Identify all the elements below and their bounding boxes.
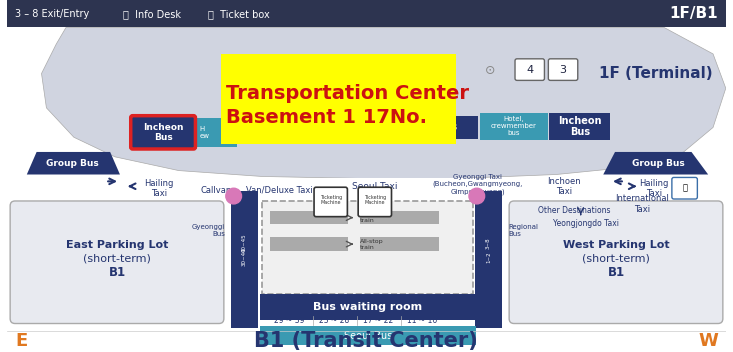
Circle shape: [469, 188, 485, 204]
FancyBboxPatch shape: [479, 113, 548, 140]
FancyBboxPatch shape: [262, 201, 473, 294]
FancyBboxPatch shape: [515, 59, 545, 80]
Text: ⊙: ⊙: [485, 64, 496, 77]
Text: International
Taxi: International Taxi: [616, 194, 669, 214]
Text: Yeongjongdo Taxi: Yeongjongdo Taxi: [553, 219, 619, 228]
FancyBboxPatch shape: [260, 294, 476, 320]
Text: Bus waiting room: Bus waiting room: [314, 302, 422, 312]
Text: Basement 1 17No.: Basement 1 17No.: [226, 108, 427, 127]
Text: H
ew: H ew: [199, 126, 210, 139]
Text: All-stop
train: All-stop train: [360, 239, 384, 250]
Text: 11 ~ 16: 11 ~ 16: [407, 316, 437, 325]
Text: E: E: [15, 332, 27, 350]
Text: (short-term): (short-term): [83, 254, 151, 264]
Text: Incheon
Bus: Incheon Bus: [143, 122, 183, 142]
Circle shape: [226, 188, 241, 204]
Polygon shape: [603, 152, 708, 175]
Text: Seoul Taxi: Seoul Taxi: [352, 182, 397, 191]
FancyBboxPatch shape: [196, 118, 237, 147]
Text: Hotel,
crewmember
bus: Hotel, crewmember bus: [491, 117, 537, 137]
Text: 1F (Terminal): 1F (Terminal): [600, 66, 713, 81]
Text: Other Destinations: Other Destinations: [537, 206, 610, 215]
FancyBboxPatch shape: [221, 54, 456, 144]
FancyBboxPatch shape: [260, 326, 476, 346]
Text: 1F/B1: 1F/B1: [669, 6, 718, 21]
Text: Group Bus: Group Bus: [45, 159, 98, 168]
FancyBboxPatch shape: [358, 187, 391, 216]
FancyBboxPatch shape: [549, 113, 610, 140]
Text: Group Bus: Group Bus: [632, 159, 685, 168]
FancyBboxPatch shape: [231, 191, 258, 328]
Text: Ⓕ  Ticket box: Ⓕ Ticket box: [208, 9, 270, 19]
Text: Van/Deluxe Taxi: Van/Deluxe Taxi: [246, 186, 313, 195]
Text: 23 ~ 28: 23 ~ 28: [319, 316, 349, 325]
FancyBboxPatch shape: [10, 201, 224, 323]
Text: Callvan: Callvan: [200, 186, 232, 195]
FancyBboxPatch shape: [509, 201, 723, 323]
Text: B1 (Transit Center): B1 (Transit Center): [254, 331, 478, 351]
Text: Hailing
Taxi: Hailing Taxi: [144, 178, 174, 198]
Text: W: W: [698, 332, 718, 350]
Text: Ticketing
Machine: Ticketing Machine: [364, 195, 386, 205]
Text: Seoul Bus: Seoul Bus: [344, 331, 392, 341]
Polygon shape: [27, 152, 120, 175]
Text: East Parking Lot: East Parking Lot: [66, 240, 168, 250]
Text: 3~8: 3~8: [486, 237, 491, 249]
Text: 3 – 8 Exit/Entry: 3 – 8 Exit/Entry: [15, 9, 89, 19]
Text: Incheon
Bus: Incheon Bus: [558, 116, 602, 137]
FancyBboxPatch shape: [360, 237, 438, 251]
FancyBboxPatch shape: [130, 116, 196, 149]
FancyBboxPatch shape: [7, 0, 726, 27]
Text: Inchoen
Taxi: Inchoen Taxi: [548, 177, 581, 196]
Text: 40~45: 40~45: [242, 234, 247, 252]
FancyBboxPatch shape: [672, 177, 697, 199]
FancyBboxPatch shape: [548, 59, 578, 80]
Text: Gyeonggi
Bus: Gyeonggi Bus: [191, 224, 225, 237]
Text: West Parking Lot: West Parking Lot: [563, 240, 669, 250]
Text: B1: B1: [608, 266, 625, 279]
Text: 30~40: 30~40: [242, 247, 247, 266]
Text: Express
train: Express train: [360, 212, 385, 223]
Text: 17 ~ 22: 17 ~ 22: [363, 316, 393, 325]
Text: Hailing
Taxi: Hailing Taxi: [640, 178, 669, 198]
Text: Transportation Center: Transportation Center: [226, 84, 469, 103]
FancyBboxPatch shape: [475, 191, 502, 328]
Text: 4: 4: [526, 65, 534, 75]
FancyBboxPatch shape: [270, 211, 348, 225]
Text: B1: B1: [108, 266, 125, 279]
Text: 3: 3: [559, 65, 567, 75]
Text: Group Bus: Group Bus: [400, 122, 457, 132]
Text: Regional
Bus: Regional Bus: [508, 224, 538, 237]
FancyBboxPatch shape: [314, 187, 347, 216]
Text: 8: 8: [282, 69, 290, 78]
FancyBboxPatch shape: [360, 211, 438, 225]
Text: 29 ~ 39: 29 ~ 39: [274, 316, 305, 325]
Text: 🚌: 🚌: [682, 184, 687, 193]
Text: Ticketing
Machine: Ticketing Machine: [320, 195, 342, 205]
Text: ⓘ  Info Desk: ⓘ Info Desk: [123, 9, 181, 19]
Polygon shape: [42, 27, 726, 178]
FancyBboxPatch shape: [270, 237, 348, 251]
Text: Gyeonggi Taxi
(Bucheon,Gwangmyeong,
Gimpo,Goyang): Gyeonggi Taxi (Bucheon,Gwangmyeong, Gimp…: [432, 174, 523, 195]
FancyBboxPatch shape: [7, 178, 726, 200]
Text: 1~2: 1~2: [486, 251, 491, 263]
Text: (short-term): (short-term): [582, 254, 650, 264]
FancyBboxPatch shape: [380, 116, 478, 139]
